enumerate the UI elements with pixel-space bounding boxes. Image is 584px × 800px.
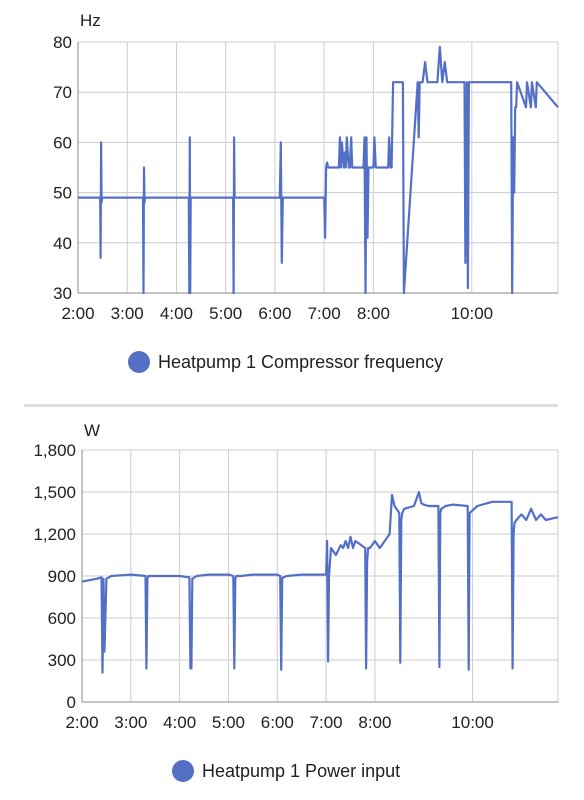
y-tick-label: 1,500 bbox=[33, 483, 76, 502]
legend-swatch-frequency bbox=[128, 351, 150, 373]
y-tick-label: 900 bbox=[48, 567, 76, 586]
legend-power[interactable]: Heatpump 1 Power input bbox=[172, 760, 400, 782]
series-line-1-0 bbox=[81, 490, 559, 674]
unit-label: W bbox=[84, 421, 100, 440]
x-tick-label: 2:00 bbox=[61, 304, 94, 323]
legend-label-frequency: Heatpump 1 Compressor frequency bbox=[158, 351, 444, 372]
y-tick-label: 60 bbox=[53, 133, 72, 152]
x-tick-label: 7:00 bbox=[308, 304, 341, 323]
x-tick-label: 6:00 bbox=[258, 304, 291, 323]
x-tick-label: 5:00 bbox=[212, 713, 245, 732]
x-tick-label: 6:00 bbox=[261, 713, 294, 732]
frequency-chart: 30 40 50 60 70 80 2:00 3:00 4:00 5:00 6:00 7:00 8:00… bbox=[53, 11, 559, 323]
y-tick-label: 50 bbox=[53, 184, 72, 203]
x-tick-label: 3:00 bbox=[111, 304, 144, 323]
power-chart: 0 300 600 900 1,200 1,500 1,800 2:00 3:00 4:00 5:0… bbox=[33, 421, 559, 732]
x-tick-label: 4:00 bbox=[163, 713, 196, 732]
y-tick-label: 300 bbox=[48, 651, 76, 670]
legend-frequency[interactable]: Heatpump 1 Compressor frequency bbox=[128, 351, 443, 373]
y-tick-label: 0 bbox=[67, 693, 76, 712]
x-tick-label: 2:00 bbox=[65, 713, 98, 732]
unit-label: Hz bbox=[80, 11, 101, 30]
y-tick-label: 70 bbox=[53, 83, 72, 102]
x-tick-label: 4:00 bbox=[160, 304, 193, 323]
x-tick-label: 8:00 bbox=[358, 713, 391, 732]
legend-label-power: Heatpump 1 Power input bbox=[202, 760, 401, 781]
section-divider bbox=[24, 404, 558, 407]
x-tick-label: 8:00 bbox=[357, 304, 390, 323]
y-tick-label: 40 bbox=[53, 234, 72, 253]
y-tick-label: 600 bbox=[48, 609, 76, 628]
legend-swatch-power bbox=[172, 760, 194, 782]
x-tick-label: 5:00 bbox=[209, 304, 242, 323]
x-tick-label: 10:00 bbox=[451, 304, 494, 323]
y-tick-label: 80 bbox=[53, 33, 72, 52]
x-tick-label: 10:00 bbox=[451, 713, 494, 732]
x-tick-label: 3:00 bbox=[114, 713, 147, 732]
y-tick-label: 1,200 bbox=[33, 525, 76, 544]
x-tick-label: 7:00 bbox=[310, 713, 343, 732]
y-tick-label: 30 bbox=[53, 284, 72, 303]
y-tick-label: 1,800 bbox=[33, 441, 76, 460]
series-line-0-0 bbox=[78, 45, 559, 295]
